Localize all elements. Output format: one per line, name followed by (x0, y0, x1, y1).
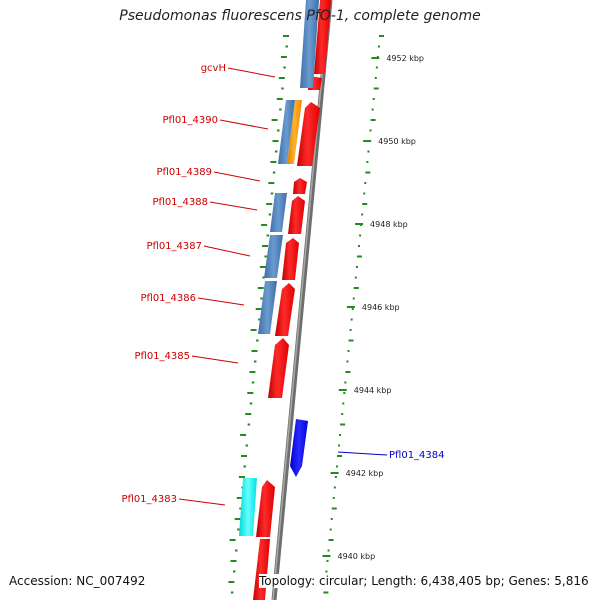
scale-label: 4940 kbp (338, 552, 376, 561)
scale-tick: 4946 kbp (346, 303, 400, 312)
gene-label[interactable]: Pfl01_4389 (156, 167, 212, 178)
gene-label[interactable]: Pfl01_4384 (389, 450, 445, 461)
scale-tick: 4940 kbp (322, 552, 376, 561)
scale-tick: 4942 kbp (330, 469, 384, 478)
label-connector (219, 119, 269, 130)
gene-feature[interactable] (270, 193, 287, 232)
label-connector (227, 67, 276, 78)
cds-feature[interactable] (288, 196, 305, 234)
scale-track: 4952 kbp 4950 kbp 4948 kbp 4946 kbp 4944 kbp… (322, 54, 424, 561)
gene-label[interactable]: Pfl01_4386 (140, 293, 196, 304)
label-connectors (178, 67, 388, 506)
gene-label[interactable]: Pfl01_4390 (162, 115, 218, 126)
gene-feature[interactable] (239, 478, 257, 536)
label-connector (213, 171, 261, 182)
cds-feature[interactable] (253, 539, 270, 600)
scale-tick: 4944 kbp (338, 386, 392, 395)
label-connector (203, 245, 251, 257)
gene-feature[interactable] (264, 235, 283, 278)
cds-feature[interactable] (290, 419, 308, 477)
cds-feature[interactable] (268, 338, 289, 398)
gene-feature[interactable] (287, 100, 302, 164)
gene-feature[interactable] (258, 281, 277, 334)
scale-label: 4948 kbp (370, 220, 408, 229)
label-connector (178, 498, 226, 506)
label-connector (209, 201, 258, 211)
gene-labels: gcvH Pfl01_4390 Pfl01_4389 Pfl01_4388 Pfl01_… (121, 63, 444, 505)
cds-feature[interactable] (282, 238, 299, 280)
gc-content-track-inner (228, 35, 289, 594)
cds-feature[interactable] (293, 178, 307, 194)
gene-label[interactable]: Pfl01_4383 (121, 494, 177, 505)
map-title: Pseudomonas fluorescens PfO-1, complete … (119, 8, 481, 24)
scale-label: 4944 kbp (354, 386, 392, 395)
cds-feature[interactable] (297, 102, 320, 166)
label-connector (191, 355, 239, 364)
scale-label: 4952 kbp (386, 54, 424, 63)
scale-label: 4946 kbp (362, 303, 400, 312)
scale-label: 4950 kbp (378, 137, 416, 146)
cds-feature[interactable] (275, 283, 295, 336)
gene-label[interactable]: gcvH (201, 63, 226, 74)
gene-label[interactable]: Pfl01_4387 (146, 241, 202, 252)
accession-label: Accession: NC_007492 (9, 574, 146, 588)
scale-tick: 4950 kbp (363, 137, 416, 146)
scale-label: 4942 kbp (346, 469, 384, 478)
scale-tick: 4948 kbp (355, 220, 408, 229)
genome-backbone (271, 0, 333, 600)
gc-content-track-outer (323, 35, 384, 594)
label-connector (337, 451, 388, 456)
scale-tick: 4952 kbp (371, 54, 424, 63)
cds-feature[interactable] (314, 0, 331, 74)
gene-feature[interactable] (278, 100, 295, 164)
gene-label[interactable]: Pfl01_4385 (134, 351, 190, 362)
feature-track (239, 0, 331, 600)
cds-feature[interactable] (256, 480, 275, 537)
label-connector (197, 297, 245, 306)
gene-label[interactable]: Pfl01_4388 (152, 197, 208, 208)
gene-feature[interactable] (300, 0, 319, 88)
genome-summary: Topology: circular; Length: 6,438,405 bp… (259, 574, 589, 588)
